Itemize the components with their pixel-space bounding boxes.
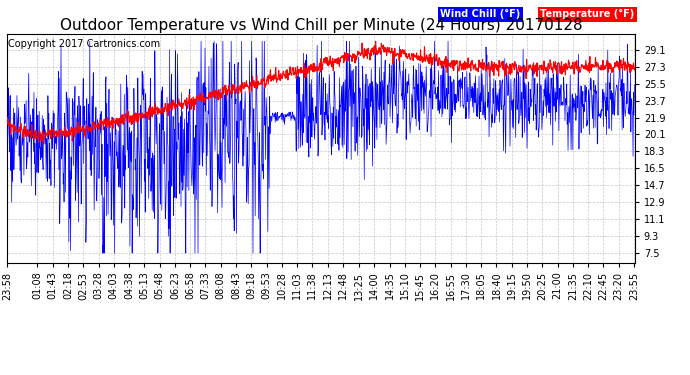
Text: Wind Chill (°F): Wind Chill (°F) (440, 9, 520, 20)
Text: Temperature (°F): Temperature (°F) (540, 9, 635, 20)
Title: Outdoor Temperature vs Wind Chill per Minute (24 Hours) 20170128: Outdoor Temperature vs Wind Chill per Mi… (59, 18, 582, 33)
Text: Copyright 2017 Cartronics.com: Copyright 2017 Cartronics.com (8, 39, 160, 50)
